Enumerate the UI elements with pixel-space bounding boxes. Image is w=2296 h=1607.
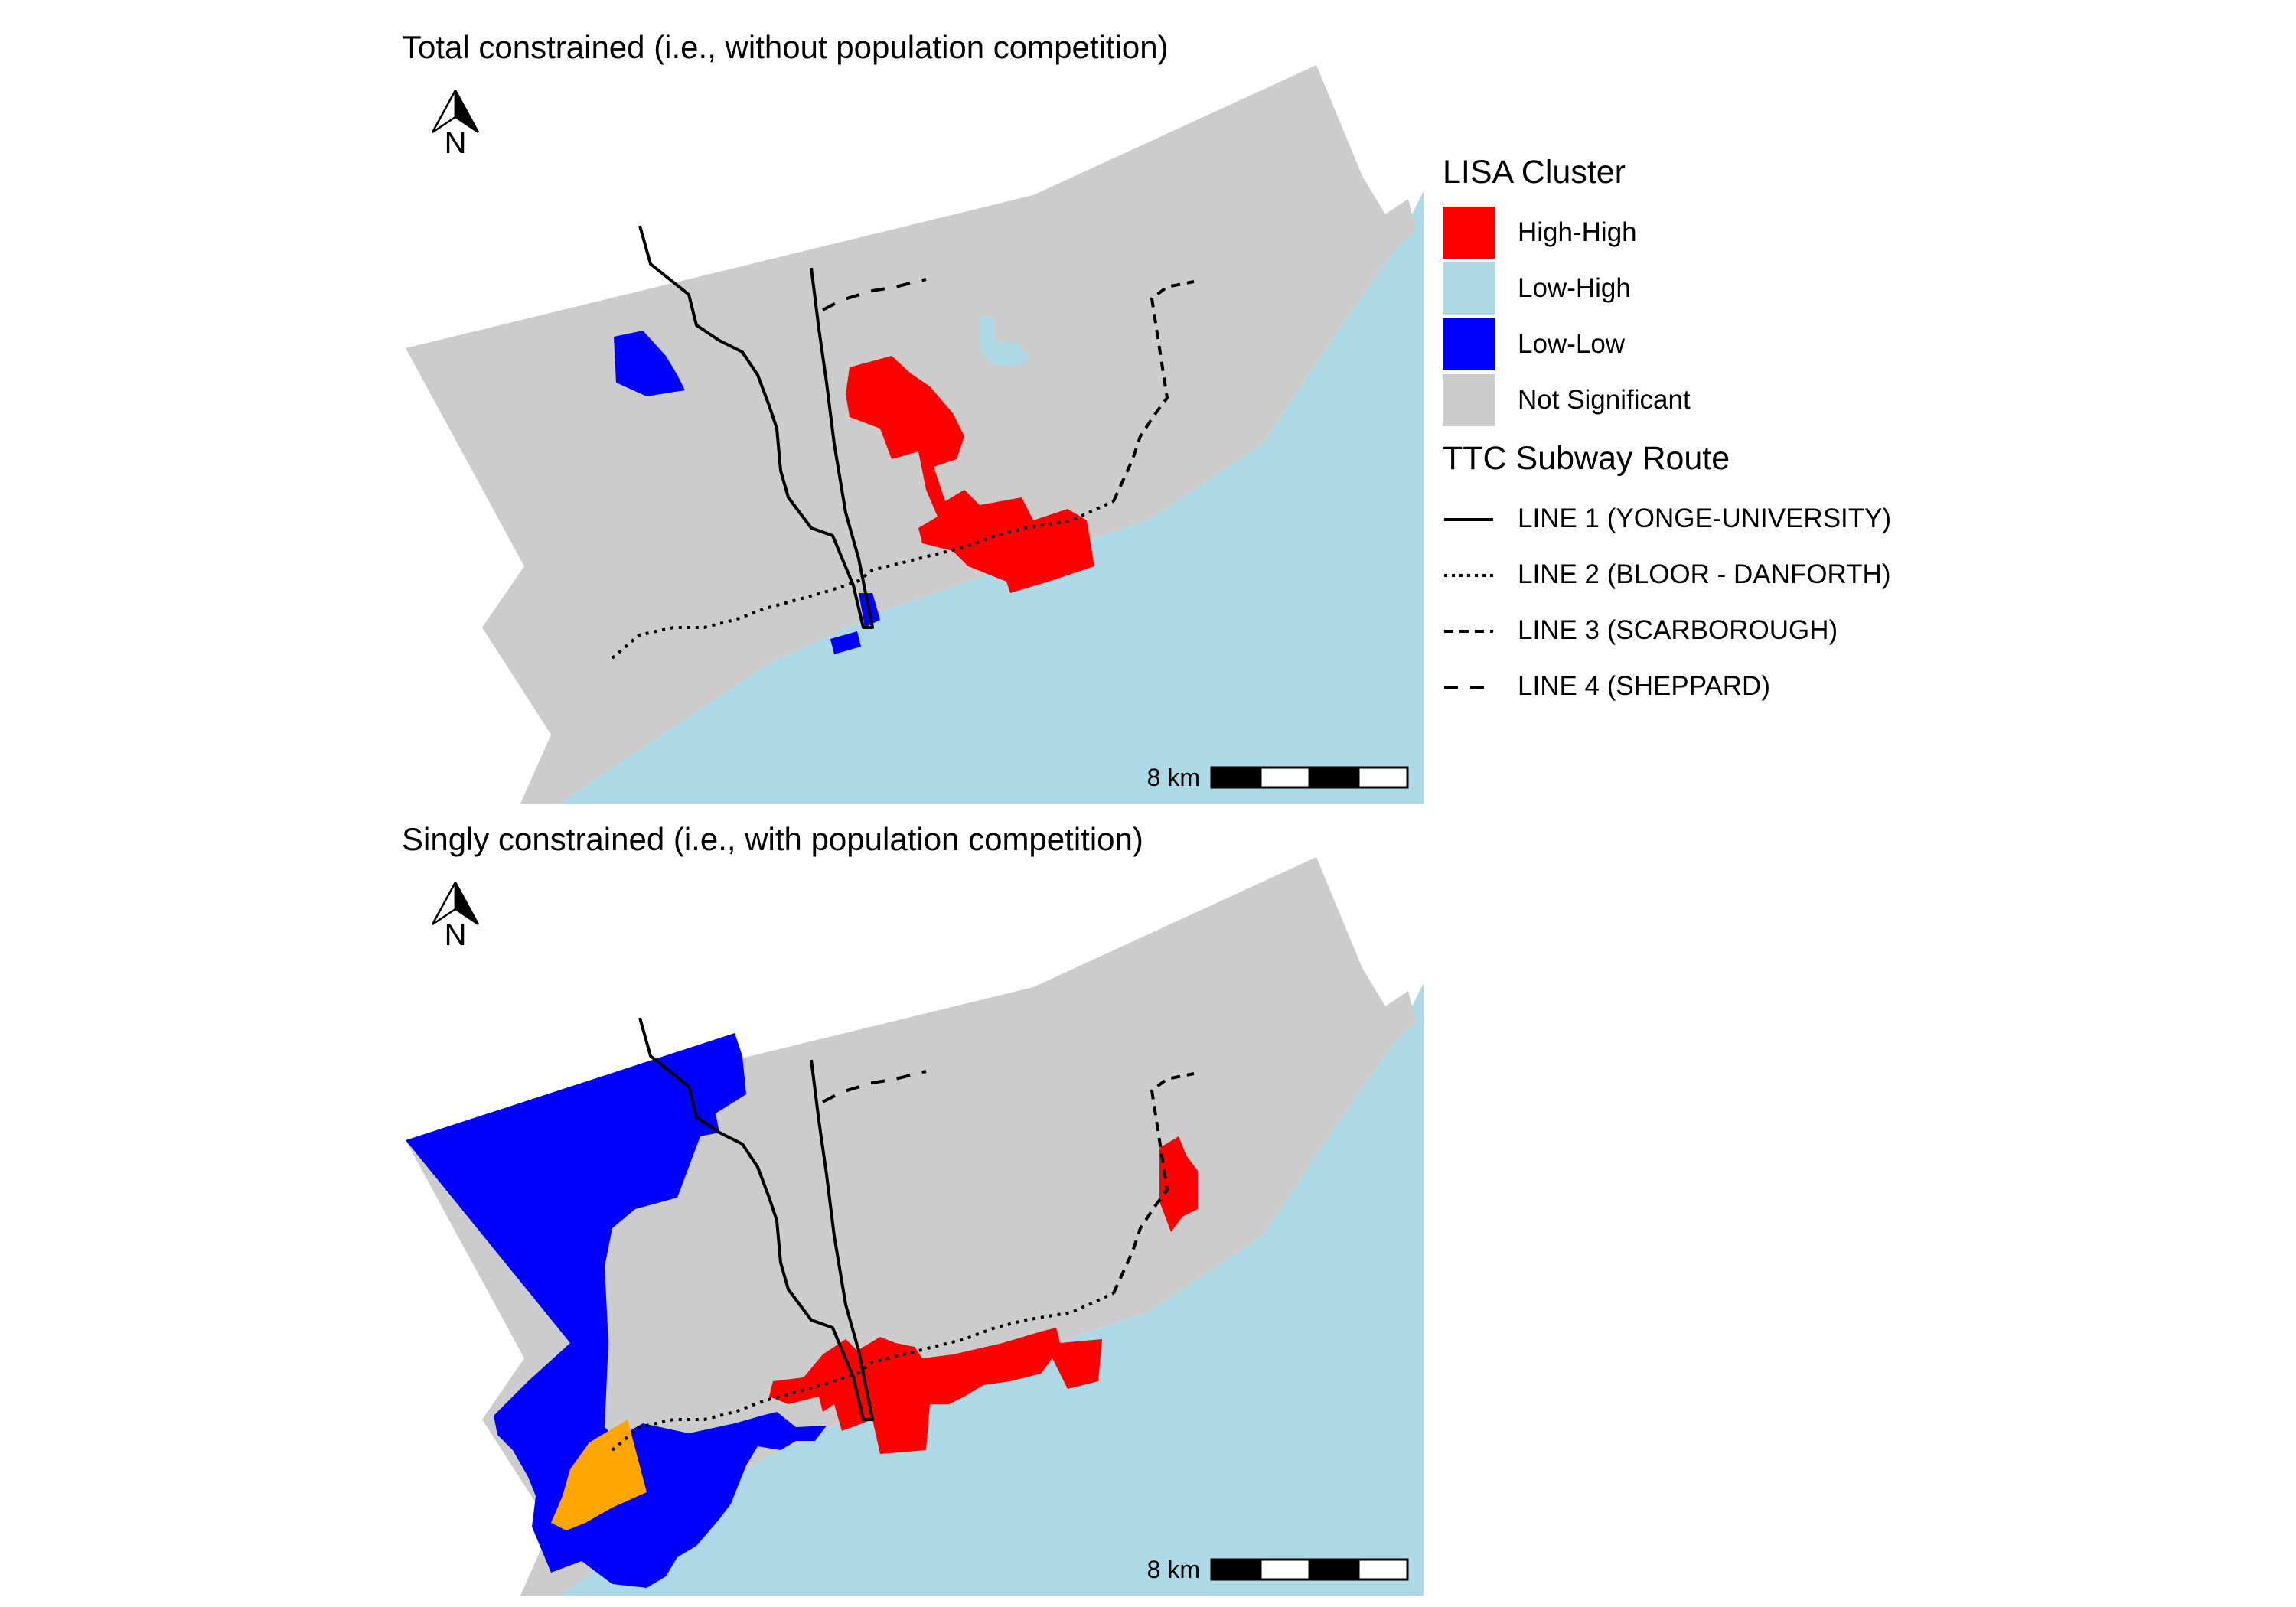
subway-line-1 — [638, 225, 874, 629]
scale-bar-segment — [1357, 1558, 1409, 1581]
cluster-low-low — [830, 631, 861, 654]
panel-title: Singly constrained (i.e., with populatio… — [402, 821, 1143, 857]
cluster-low-low — [406, 1033, 827, 1588]
legend-label: LINE 2 (BLOOR - DANFORTH) — [1518, 559, 1891, 589]
legend-swatch-high-high — [1443, 207, 1495, 259]
legend-item-line-2: LINE 2 (BLOOR - DANFORTH) — [1443, 549, 1932, 605]
north-arrow-right-half — [454, 882, 480, 926]
lake-ontario — [520, 983, 1424, 1596]
scale-bar-segment — [1210, 1558, 1262, 1581]
north-arrow-right-half — [454, 90, 480, 134]
legend-item-line-1: LINE 1 (YONGE-UNIVERSITY) — [1443, 493, 1932, 549]
legend-swatch-low-high — [1443, 262, 1495, 315]
legend-item-high-high: High-High — [1443, 207, 1932, 262]
subway-line-2 — [611, 500, 1114, 660]
legend-title-subway: TTC Subway Route — [1443, 440, 1730, 477]
legend-swatch-not-significant — [1443, 374, 1495, 426]
map-legend: LISA Cluster High-High Low-High Low-Low … — [1443, 153, 1932, 716]
legend-line-dashed-icon — [1444, 630, 1493, 633]
legend-label: LINE 3 (SCARBOROUGH) — [1518, 615, 1838, 645]
panel-title: Total constrained (i.e., without populat… — [402, 29, 1169, 65]
legend-line-longdash-icon — [1444, 686, 1493, 689]
subway-line-3 — [1112, 1072, 1195, 1294]
scale-bar-segment — [1308, 1558, 1360, 1581]
scale-bar: 8 km — [1147, 1556, 1409, 1583]
legend-item-line-4: LINE 4 (SHEPPARD) — [1443, 660, 1932, 716]
map-panel-singly-constrained: Singly constrained (i.e., with populatio… — [383, 792, 1454, 1596]
subway-line-1 — [638, 1017, 874, 1421]
map-panel-total-constrained: Total constrained (i.e., without populat… — [383, 0, 1454, 804]
north-arrow: N — [431, 882, 480, 952]
north-arrow: N — [431, 90, 480, 160]
subway-line-4 — [822, 278, 927, 311]
legend-item-line-3: LINE 3 (SCARBOROUGH) — [1443, 605, 1932, 660]
cluster-high-high — [1159, 1136, 1198, 1232]
legend-line-dotted-icon — [1444, 574, 1493, 577]
subway-line-4 — [822, 1070, 927, 1103]
legend-label: Low-High — [1518, 273, 1631, 303]
legend-label: Low-Low — [1518, 329, 1626, 359]
legend-label: Not Significant — [1518, 385, 1691, 415]
legend-title-lisa: LISA Cluster — [1443, 154, 1626, 191]
lake-ontario — [520, 191, 1424, 804]
scale-bar-segment — [1210, 766, 1262, 789]
scale-bar-segment — [1259, 1558, 1311, 1581]
scale-bar: 8 km — [1147, 764, 1409, 791]
legend-label: LINE 4 (SHEPPARD) — [1518, 671, 1770, 701]
scale-bar-label: 8 km — [1147, 1556, 1200, 1583]
toronto-land — [406, 857, 1416, 1596]
legend-item-low-low: Low-Low — [1443, 318, 1932, 374]
cluster-high-low — [551, 1420, 647, 1530]
cluster-high-high — [769, 1328, 1102, 1454]
legend-item-not-significant: Not Significant — [1443, 374, 1932, 430]
subway-line-2 — [611, 1292, 1114, 1452]
legend-line-solid-icon — [1444, 518, 1493, 521]
cluster-low-high — [980, 315, 1029, 367]
scale-bar-segment — [1308, 766, 1360, 789]
legend-item-low-high: Low-High — [1443, 262, 1932, 318]
cluster-high-high — [846, 356, 1094, 593]
legend-label: High-High — [1518, 217, 1637, 247]
scale-bar-segment — [1259, 766, 1311, 789]
subway-line-3 — [1112, 280, 1195, 502]
legend-label: LINE 1 (YONGE-UNIVERSITY) — [1518, 504, 1892, 533]
north-label: N — [445, 126, 467, 160]
map-svg: N 8 km — [406, 857, 1424, 1596]
north-label: N — [445, 918, 467, 952]
scale-bar-label: 8 km — [1147, 764, 1200, 791]
map-svg: N 8 km — [406, 65, 1424, 804]
cluster-low-low — [614, 331, 685, 396]
legend-swatch-low-low — [1443, 318, 1495, 370]
scale-bar-segment — [1357, 766, 1409, 789]
